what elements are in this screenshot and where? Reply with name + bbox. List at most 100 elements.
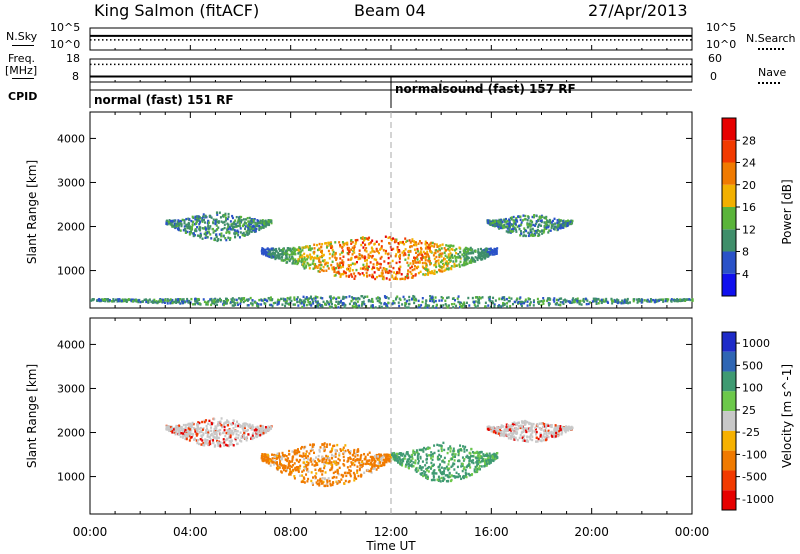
data-cell [204, 227, 207, 230]
data-cell [378, 464, 381, 468]
data-cell [191, 223, 194, 227]
data-cell [561, 425, 564, 429]
data-cell [499, 430, 502, 433]
data-cell [427, 246, 430, 249]
data-cell [224, 216, 227, 220]
data-cell [277, 454, 280, 457]
data-cell [212, 435, 215, 439]
data-cell [189, 436, 192, 440]
data-cell [276, 456, 279, 460]
data-cell [312, 258, 315, 262]
data-cell [217, 442, 220, 445]
data-cell [476, 304, 479, 307]
data-cell [471, 473, 474, 476]
data-cell [316, 257, 319, 260]
data-cell [378, 458, 381, 462]
data-cell [345, 275, 348, 278]
data-cell [447, 468, 450, 472]
data-cell [475, 461, 478, 464]
data-cell [199, 426, 202, 430]
data-cell [367, 253, 370, 256]
data-cell [293, 247, 296, 250]
data-cell [603, 300, 606, 303]
data-cell [226, 227, 229, 230]
data-cell [202, 218, 205, 222]
data-cell [281, 253, 284, 256]
data-cell [227, 423, 230, 427]
data-cell [353, 463, 356, 467]
data-cell [98, 299, 101, 302]
data-cell [270, 252, 273, 255]
data-cell [315, 461, 318, 465]
data-cell [379, 455, 382, 458]
data-cell [417, 452, 420, 456]
data-cell [294, 253, 297, 256]
data-cell [378, 305, 381, 308]
data-cell [409, 262, 412, 265]
data-cell [440, 472, 443, 476]
data-cell [493, 222, 496, 225]
data-cell [434, 251, 437, 255]
data-cell [409, 241, 412, 244]
data-cell [409, 464, 412, 467]
data-cell [232, 304, 235, 307]
data-cell [228, 238, 231, 241]
data-cell [376, 296, 379, 299]
data-cell [239, 220, 242, 223]
data-cell [551, 224, 554, 228]
data-cell [309, 253, 312, 256]
data-cell [337, 462, 340, 465]
data-cell [653, 300, 656, 304]
data-cell [474, 256, 477, 259]
data-cell [486, 255, 489, 258]
data-cell [591, 300, 594, 303]
data-cell [516, 220, 519, 223]
data-cell [333, 454, 336, 458]
data-cell [420, 257, 423, 260]
data-cell [582, 297, 585, 301]
data-cell [388, 269, 391, 273]
data-cell [342, 265, 345, 268]
data-cell [347, 480, 350, 484]
data-cell [530, 223, 533, 226]
data-cell [444, 474, 447, 477]
data-cell [431, 299, 434, 303]
data-cell [354, 275, 357, 278]
data-cell [315, 472, 318, 475]
data-cell [420, 304, 423, 307]
data-cell [203, 300, 206, 304]
data-cell [232, 222, 235, 225]
data-cell [371, 247, 374, 251]
data-cell [279, 462, 282, 466]
data-cell [332, 481, 335, 484]
data-cell [317, 469, 320, 472]
data-cell [529, 225, 532, 228]
data-cell [355, 255, 358, 259]
data-cell [201, 217, 204, 220]
data-cell [327, 241, 330, 245]
data-cell [438, 253, 441, 257]
data-cell [301, 470, 304, 473]
data-cell [337, 457, 340, 461]
data-cell [273, 456, 276, 460]
data-cell [165, 427, 168, 430]
data-cell [355, 240, 358, 244]
data-cell [277, 251, 280, 255]
data-cell [275, 454, 278, 457]
data-cell [478, 301, 481, 305]
data-cell [357, 271, 360, 275]
data-cell [288, 453, 291, 456]
data-cell [549, 425, 552, 428]
data-cell [199, 226, 202, 229]
data-cell [145, 300, 148, 304]
data-cell [395, 238, 398, 241]
data-cell [231, 429, 234, 433]
data-cell [262, 458, 265, 461]
data-cell [234, 235, 237, 239]
data-cell [122, 300, 125, 303]
data-cell [437, 262, 440, 265]
data-cell [281, 255, 284, 259]
data-cell [554, 435, 557, 438]
data-cell [415, 449, 418, 452]
data-cell [239, 425, 242, 429]
